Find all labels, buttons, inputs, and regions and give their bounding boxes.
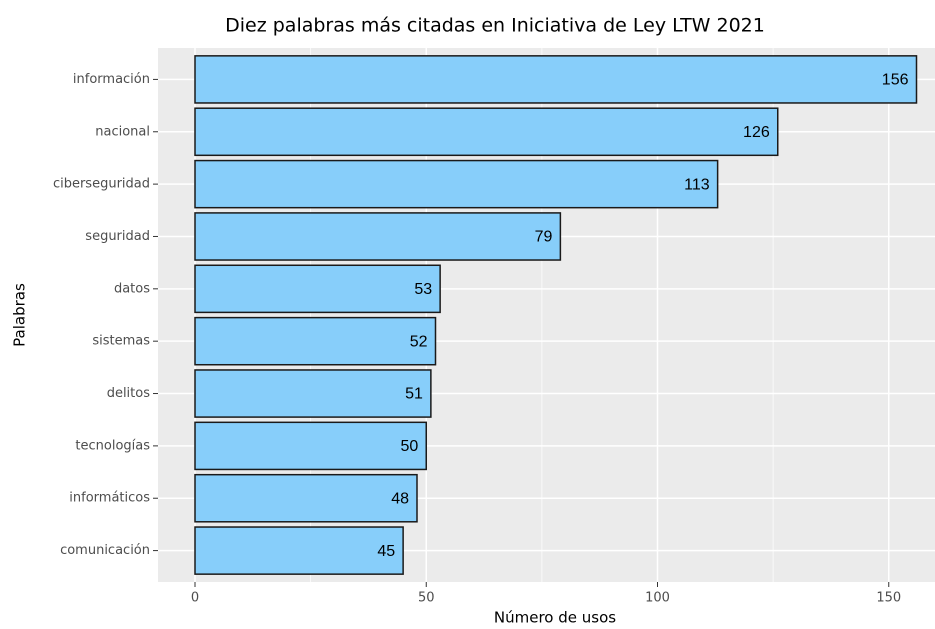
bar (194, 526, 404, 575)
bar (194, 107, 779, 157)
y-tick-label: comunicación (60, 543, 150, 558)
y-tick-label: información (73, 72, 150, 87)
data-label: 52 (410, 333, 428, 350)
y-tick-label: tecnologías (75, 438, 150, 453)
data-label: 53 (414, 281, 432, 298)
y-tick-label: datos (114, 281, 150, 296)
y-tick-label: nacional (95, 124, 150, 139)
x-tick-label: 100 (645, 591, 670, 606)
bar (194, 159, 719, 209)
bar (194, 316, 437, 366)
bar (194, 369, 432, 418)
y-tick-label: informáticos (69, 491, 150, 506)
data-label: 156 (882, 72, 909, 89)
data-label: 45 (377, 543, 395, 560)
x-tick-label: 50 (418, 591, 435, 606)
y-tick-label: delitos (107, 386, 151, 401)
bar (194, 212, 562, 261)
y-tick-label: sistemas (92, 334, 150, 349)
x-tick-label: 150 (876, 591, 901, 606)
chart-title: Diez palabras más citadas en Iniciativa … (225, 15, 765, 37)
y-axis-label: Palabras (11, 283, 29, 347)
data-label: 113 (684, 176, 710, 193)
bar (194, 264, 441, 314)
x-axis-label: Número de usos (494, 609, 616, 627)
data-label: 48 (391, 490, 409, 507)
y-tick-label: seguridad (85, 229, 150, 244)
data-label: 79 (535, 229, 553, 246)
data-label: 51 (405, 386, 423, 403)
bar (194, 473, 418, 523)
bar (194, 55, 918, 104)
bar (194, 421, 427, 471)
data-label: 126 (743, 124, 770, 141)
y-tick-label: ciberseguridad (53, 177, 150, 192)
data-label: 50 (400, 438, 418, 455)
x-tick-label: 0 (191, 591, 199, 606)
